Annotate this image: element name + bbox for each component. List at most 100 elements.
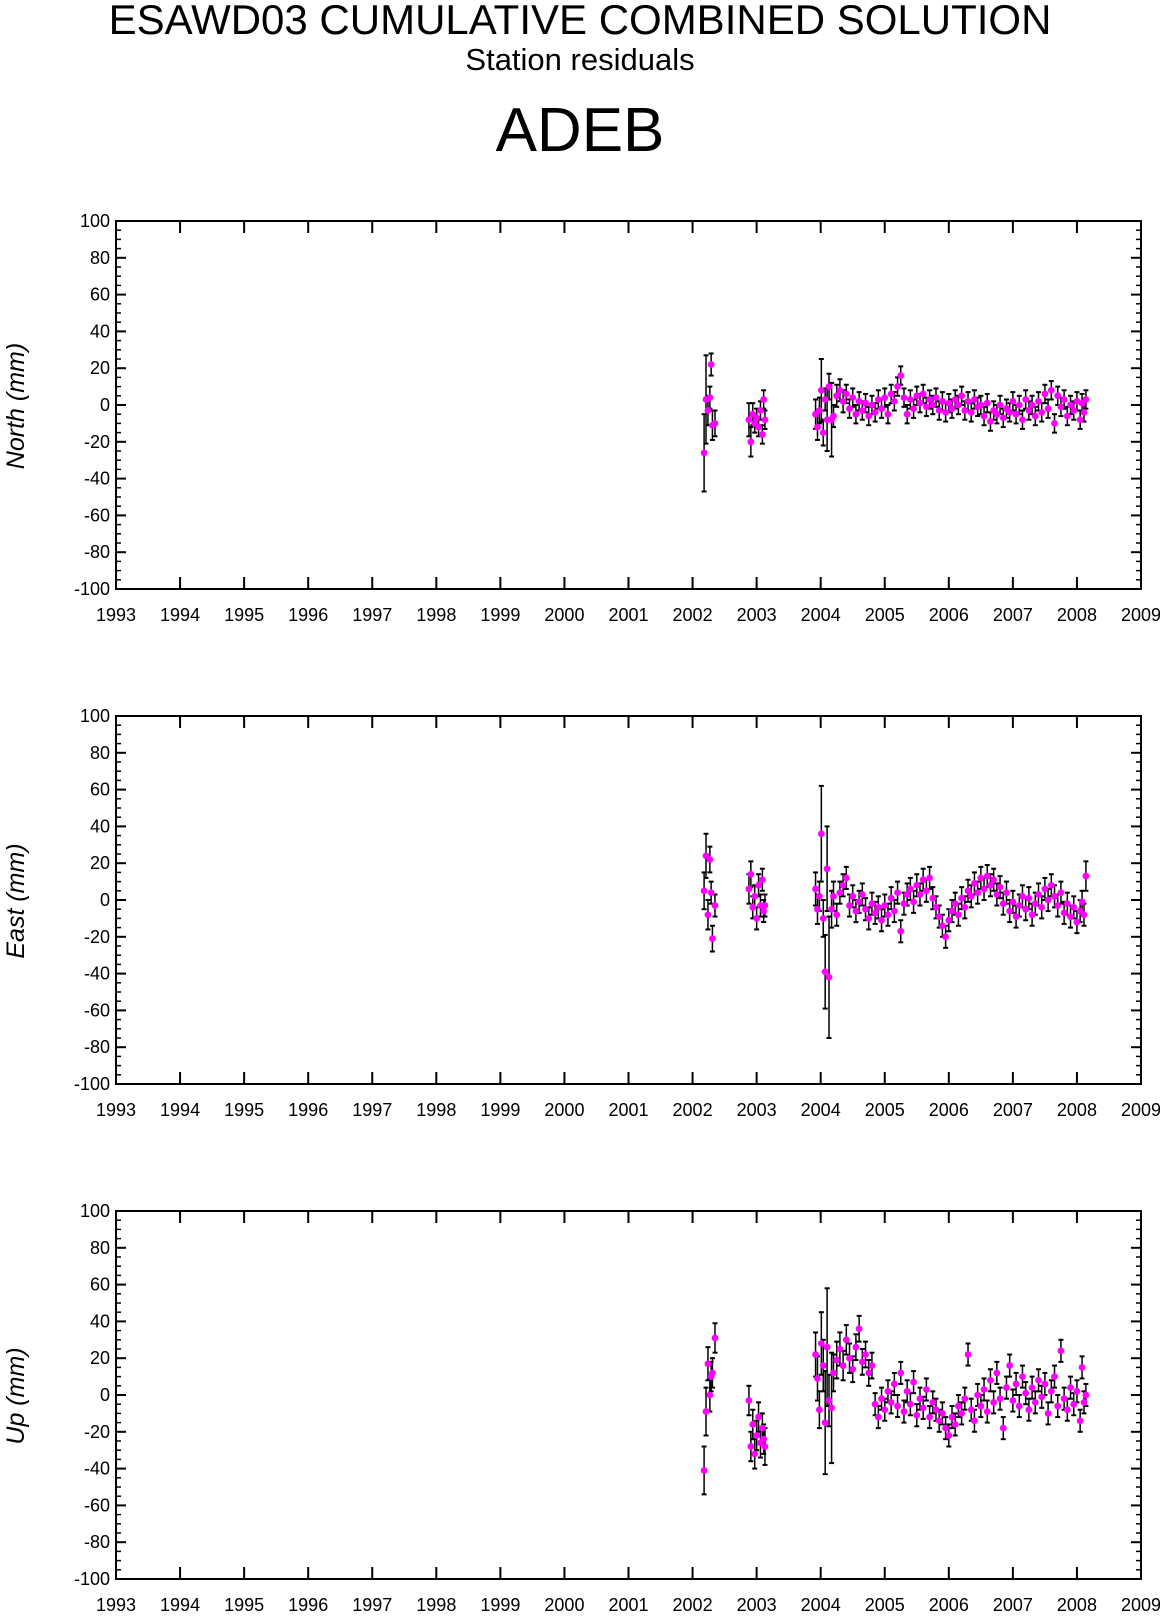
up-data-point (1031, 1398, 1039, 1406)
north-data-point (884, 410, 892, 418)
north-data-point (894, 383, 901, 390)
north-data-point (753, 414, 761, 422)
east-data-point (1035, 891, 1042, 898)
up-data-point (951, 1421, 959, 1428)
up-data-point (1041, 1380, 1049, 1388)
north-data-point (971, 396, 978, 403)
up-data-point (758, 1424, 766, 1432)
east-data-point (916, 891, 924, 898)
up-data-point (745, 1397, 753, 1404)
station-name: ADEB (495, 96, 665, 165)
up-ytick-label: -60 (84, 1495, 110, 1515)
east-xtick-label: 2009 (1121, 1100, 1160, 1120)
up-data-point (935, 1417, 943, 1425)
north-data-point (842, 390, 850, 398)
north-data-point (987, 418, 994, 425)
north-data-point (983, 399, 991, 407)
up-data-point (1057, 1347, 1065, 1355)
east-data-point (823, 865, 831, 873)
up-data-point (903, 1387, 911, 1395)
east-data-point (1082, 872, 1090, 880)
up-xtick-label: 1997 (352, 1595, 392, 1615)
up-data-point (755, 1413, 762, 1421)
north-data-point (821, 396, 829, 403)
up-data-point (922, 1386, 930, 1393)
north-xtick-label: 2003 (737, 605, 777, 625)
up-data-point (955, 1402, 962, 1410)
east-data-point (906, 885, 914, 893)
north-xtick-label: 1997 (352, 605, 392, 625)
north-data-point (862, 399, 869, 407)
up-xtick-label: 1993 (96, 1595, 136, 1615)
up-data-point (948, 1413, 956, 1421)
east-data-point (830, 892, 837, 900)
up-xtick-label: 2000 (544, 1595, 584, 1615)
up-data-point (1035, 1376, 1042, 1384)
north-data-point (1012, 410, 1020, 418)
up-data-point (812, 1351, 819, 1358)
up-ytick-label: -80 (84, 1532, 110, 1552)
north-data-point (833, 392, 841, 400)
east-data-point (1063, 900, 1071, 908)
north-data-point (932, 394, 940, 402)
east-ytick-label: 100 (80, 706, 110, 726)
east-data-point (1060, 909, 1068, 917)
east-data-point (983, 872, 991, 880)
up-data-point (881, 1406, 889, 1414)
east-ytick-label: -100 (74, 1074, 110, 1094)
north-data-point (935, 407, 943, 414)
north-data-point (942, 408, 950, 416)
up-xtick-label: 1995 (224, 1595, 264, 1615)
north-data-point (955, 401, 962, 409)
up-data-point (761, 1443, 769, 1450)
up-data-point (910, 1378, 917, 1386)
north-data-point (961, 407, 969, 414)
north-data-point (964, 397, 972, 405)
up-data-point (1003, 1384, 1010, 1392)
up-data-point (1019, 1373, 1026, 1380)
north-xtick-label: 2002 (673, 605, 713, 625)
east-data-point (929, 894, 937, 902)
north-ytick-label: 0 (100, 395, 110, 415)
up-data-point (926, 1413, 933, 1421)
up-data-point (932, 1406, 940, 1414)
north-ytick-label: 60 (90, 285, 110, 305)
east-data-point (919, 876, 927, 884)
north-ytick-label: -100 (74, 579, 110, 599)
up-data-point (1054, 1402, 1062, 1410)
east-data-point (865, 915, 873, 922)
up-xtick-label: 1998 (416, 1595, 456, 1615)
north-data-point (706, 394, 714, 402)
up-xtick-label: 2004 (801, 1595, 841, 1615)
up-data-point (700, 1467, 708, 1474)
north-xtick-label: 2009 (1121, 605, 1160, 625)
east-data-point (825, 973, 833, 981)
east-data-point (760, 907, 768, 915)
up-data-point (993, 1369, 1001, 1377)
east-data-point (1051, 892, 1058, 900)
east-xtick-label: 2001 (608, 1100, 648, 1120)
east-xtick-label: 2004 (801, 1100, 841, 1120)
east-data-point (980, 885, 988, 893)
up-data-point (1051, 1373, 1058, 1380)
north-data-point (874, 396, 882, 403)
north-data-point (903, 410, 911, 418)
up-panel: Up (mm) 1993 1994 1995 1996 1997 1998 1999 2000… (2, 1201, 1160, 1615)
north-data-point (819, 429, 827, 436)
north-ytick-label: 100 (80, 211, 110, 231)
up-data-point (823, 1343, 831, 1351)
up-data-point (1009, 1397, 1017, 1404)
north-data-point (858, 407, 866, 414)
up-data-point (706, 1391, 714, 1399)
up-data-point (913, 1411, 921, 1419)
east-data-point (846, 902, 853, 909)
east-data-point (897, 927, 905, 935)
north-data-point (846, 405, 853, 413)
up-data-point (828, 1404, 835, 1412)
east-data-point (971, 880, 978, 887)
east-data-point (958, 894, 966, 902)
north-ylabel: North (mm) (2, 343, 30, 469)
up-data-point (830, 1369, 837, 1377)
up-data-point (974, 1391, 982, 1399)
